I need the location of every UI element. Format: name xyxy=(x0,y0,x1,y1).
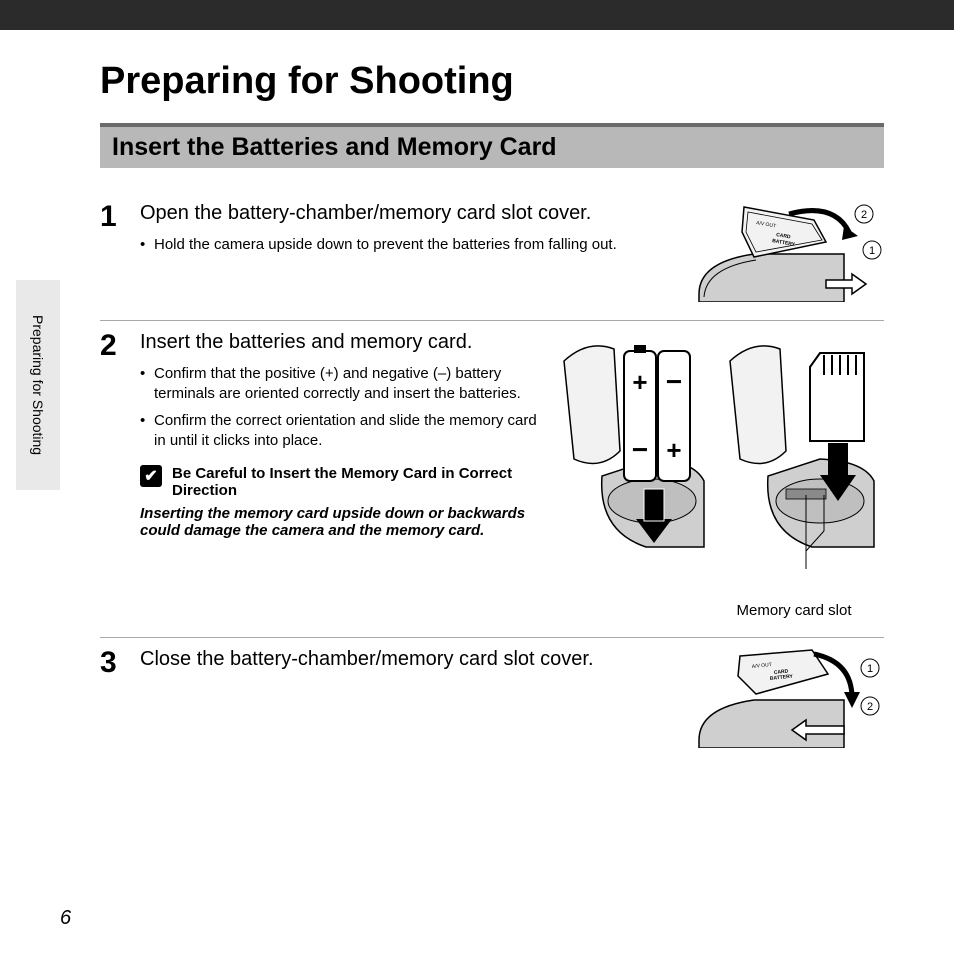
page-content: Preparing for Shooting Insert the Batter… xyxy=(0,30,954,766)
section-title: Insert the Batteries and Memory Card xyxy=(100,123,884,168)
step-3: 3 Close the battery-chamber/memory card … xyxy=(100,638,884,766)
top-bar xyxy=(0,0,954,30)
svg-text:−: − xyxy=(666,366,682,397)
step-heading: Open the battery-chamber/memory card slo… xyxy=(140,202,682,225)
figure-open-cover: A/V OUT CARD BATTERY 1 2 xyxy=(694,202,884,302)
step-number: 2 xyxy=(100,331,140,361)
step-heading: Insert the batteries and memory card. xyxy=(140,331,542,354)
warning-text: Inserting the memory card upside down or… xyxy=(140,505,542,539)
figure-close-cover: A/V OUT CARD BATTERY 1 2 xyxy=(694,648,884,748)
step-bullet: Hold the camera upside down to prevent t… xyxy=(140,235,682,255)
step-1: 1 Open the battery-chamber/memory card s… xyxy=(100,192,884,321)
step-number: 1 xyxy=(100,202,140,232)
figure-insert: + − − + xyxy=(554,331,884,619)
callout-1: 1 xyxy=(867,663,873,675)
step-number: 3 xyxy=(100,648,140,678)
callout-2: 2 xyxy=(861,209,867,221)
page-number: 6 xyxy=(60,907,71,930)
step-bullet: Confirm that the positive (+) and negati… xyxy=(140,364,542,405)
svg-text:+: + xyxy=(632,367,647,397)
callout-2: 2 xyxy=(867,701,873,713)
step-heading: Close the battery-chamber/memory card sl… xyxy=(140,648,682,671)
section-side-tab: Preparing for Shooting xyxy=(16,280,60,490)
side-tab-label: Preparing for Shooting xyxy=(30,315,46,455)
step-bullet: Confirm the correct orientation and slid… xyxy=(140,411,542,452)
svg-text:−: − xyxy=(632,434,648,465)
callout-1: 1 xyxy=(869,245,875,257)
warning-title: Be Careful to Insert the Memory Card in … xyxy=(172,465,542,499)
figure-caption: Memory card slot xyxy=(554,602,884,619)
step-2: 2 Insert the batteries and memory card. … xyxy=(100,321,884,638)
svg-text:+: + xyxy=(666,435,681,465)
page-title: Preparing for Shooting xyxy=(100,60,884,103)
warning-icon: ✔ xyxy=(140,465,162,487)
